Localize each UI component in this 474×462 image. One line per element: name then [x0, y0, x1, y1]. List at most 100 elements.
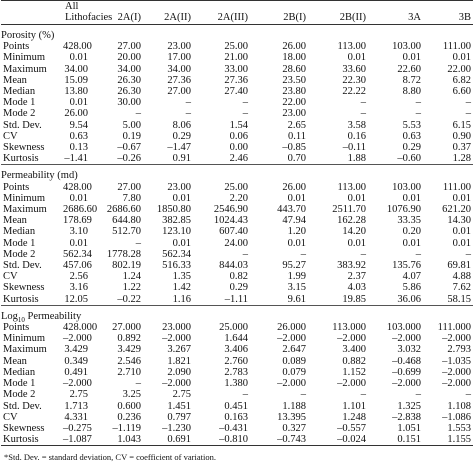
row-label: Mean — [3, 74, 27, 86]
title-text: Permeability — [24, 310, 82, 322]
cell-value: –0.431 — [219, 422, 248, 434]
cell-value: 111.00 — [442, 181, 471, 193]
cell-value: 457.06 — [63, 260, 92, 272]
data-row: Minimum 0.01 20.00 17.00 21.00 18.00 0.01 0.01 0… — [1, 52, 473, 63]
title-text: Porosity (%) — [1, 30, 55, 41]
data-row: Std. Dev. 9.54 5.00 8.06 1.54 2.65 3.58 5.53 6.1… — [1, 120, 473, 131]
column-header: 2A(II) — [164, 11, 191, 23]
column-header: 3A — [408, 11, 421, 23]
cell-value: 0.01 — [287, 192, 306, 204]
row-label: Median — [3, 366, 36, 378]
row-label: Kurtosis — [3, 293, 39, 305]
cell-value: 4.88 — [452, 271, 471, 283]
cell-value: –0.468 — [392, 355, 421, 367]
footnote: *Std. Dev. = standard deviation, CV = co… — [4, 452, 216, 462]
data-row: Points 428.00 27.00 23.00 25.00 26.00 113.00 10… — [1, 182, 473, 193]
cell-value: 111.000 — [437, 322, 471, 334]
cell-value: 2511.70 — [332, 204, 366, 216]
cell-value: 2.546 — [117, 355, 141, 367]
cell-value: –0.810 — [193, 434, 250, 447]
data-row: Mean 0.349 2.546 1.821 2.760 0.089 0.882 –0.468… — [1, 356, 473, 367]
cell-value: 1.101 — [342, 400, 366, 412]
cell-value: 3.15 — [287, 282, 306, 294]
cell-value: 1850.80 — [156, 204, 191, 216]
data-row: Skewness 3.16 1.22 1.42 0.29 3.15 4.03 5.86 7.62 — [1, 282, 473, 293]
cell-value: – — [415, 97, 421, 109]
cell-value: 3.267 — [167, 344, 191, 356]
cell-value: 0.29 — [402, 142, 421, 154]
data-row: Maximum 3.429 3.429 3.267 3.406 2.647 3.400 3.0… — [1, 344, 473, 355]
cell-value: 22.60 — [397, 63, 421, 75]
cell-value: 0.19 — [122, 130, 141, 142]
cell-value: 0.29 — [229, 282, 248, 294]
cell-value: 23.000 — [162, 322, 191, 334]
cell-value: 1.380 — [224, 378, 248, 390]
row-label: Mode 1 — [3, 97, 36, 109]
cell-value: 0.63 — [402, 130, 421, 142]
cell-value: 1.451 — [167, 400, 191, 412]
cell-value: – — [242, 108, 248, 120]
cell-value: 23.00 — [167, 181, 191, 193]
cell-value: 2686.60 — [106, 204, 141, 216]
cell-value: –2.000 — [63, 333, 92, 345]
cell-value: 382.85 — [162, 215, 191, 227]
cell-value: 2546.90 — [213, 204, 248, 216]
cell-value: – — [135, 237, 141, 249]
cell-value: 1.28 — [452, 153, 471, 165]
column-header: All Lithofacies — [65, 1, 113, 23]
table-header: All Lithofacies 2A(I) 2A(II) 2A(III) 2B(I) 2B… — [1, 0, 473, 25]
cell-value: 0.163 — [224, 411, 248, 423]
table-section: Log10 Permeability Points 428.000 27.000 23.… — [1, 304, 473, 447]
cell-value: 1.713 — [64, 400, 88, 412]
data-row: Maximum 34.00 34.00 34.00 33.00 28.60 33.60 22.… — [1, 64, 473, 75]
cell-value: 2.647 — [282, 344, 306, 356]
cell-value: 0.01 — [347, 237, 366, 249]
data-row: Maximum 2686.60 2686.60 1850.80 2546.90 443.7… — [1, 204, 473, 215]
cell-value: 113.00 — [337, 41, 367, 53]
cell-value: 0.151 — [368, 434, 423, 447]
cell-value: 2.090 — [167, 366, 191, 378]
cell-value: 0.01 — [172, 192, 191, 204]
row-label: Minimum — [3, 52, 46, 64]
cell-value: – — [242, 248, 248, 260]
corner-cell — [1, 1, 63, 25]
cell-value: –2.000 — [337, 333, 366, 345]
cell-value: –1.035 — [442, 355, 471, 367]
cell-value: 9.61 — [287, 293, 306, 305]
row-label: Mean — [3, 215, 27, 227]
cell-value: 2.46 — [229, 153, 248, 165]
cell-value: 14.20 — [342, 226, 366, 238]
cell-value: –1.230 — [162, 422, 191, 434]
section-title-row: Porosity (%) — [1, 25, 473, 42]
cell-value: – — [465, 248, 471, 260]
cell-value: 23.50 — [282, 74, 306, 86]
cell-value: 0.20 — [402, 226, 421, 238]
data-row: CV 0.63 0.19 0.29 0.06 0.11 0.16 0.63 0.90 — [1, 131, 473, 142]
cell-value: 0.06 — [229, 130, 248, 142]
cell-value: 22.22 — [342, 86, 366, 98]
cell-value: 428.00 — [63, 41, 92, 53]
cell-value: 0.16 — [347, 130, 366, 142]
row-label: Std. Dev. — [3, 119, 42, 131]
cell-value: – — [465, 97, 471, 109]
data-row: Mode 2 26.00 – – – 23.00 – – – — [1, 108, 473, 119]
cell-value: 0.01 — [69, 237, 88, 249]
data-row: Points 428.00 27.00 23.00 25.00 26.00 113.00 10… — [1, 41, 473, 52]
title-text: Permeability (md) — [1, 170, 78, 182]
row-label: Points — [3, 41, 30, 53]
cell-value: 26.30 — [117, 86, 141, 98]
cell-value: – — [360, 248, 366, 260]
row-label: Median — [3, 226, 36, 238]
data-row: Kurtosis –1.087 1.043 0.691 –0.810 –0.743 –0.0… — [1, 434, 473, 447]
data-row: Kurtosis –1.41 –0.26 0.91 2.46 0.70 1.88 –0.60 1… — [1, 153, 473, 165]
cell-value: 512.70 — [112, 226, 141, 238]
cell-value: 1.051 — [397, 422, 421, 434]
cell-value: 0.01 — [452, 226, 471, 238]
data-row: Median 0.491 2.710 2.090 2.783 0.079 1.152 –0.6… — [1, 367, 473, 378]
cell-value: –0.11 — [342, 142, 366, 154]
cell-value: 18.00 — [282, 52, 306, 64]
cell-value: 4.07 — [402, 271, 421, 283]
cell-value: 3.429 — [117, 344, 141, 356]
cell-value: 22.00 — [282, 97, 306, 109]
cell-value: 47.94 — [282, 215, 306, 227]
